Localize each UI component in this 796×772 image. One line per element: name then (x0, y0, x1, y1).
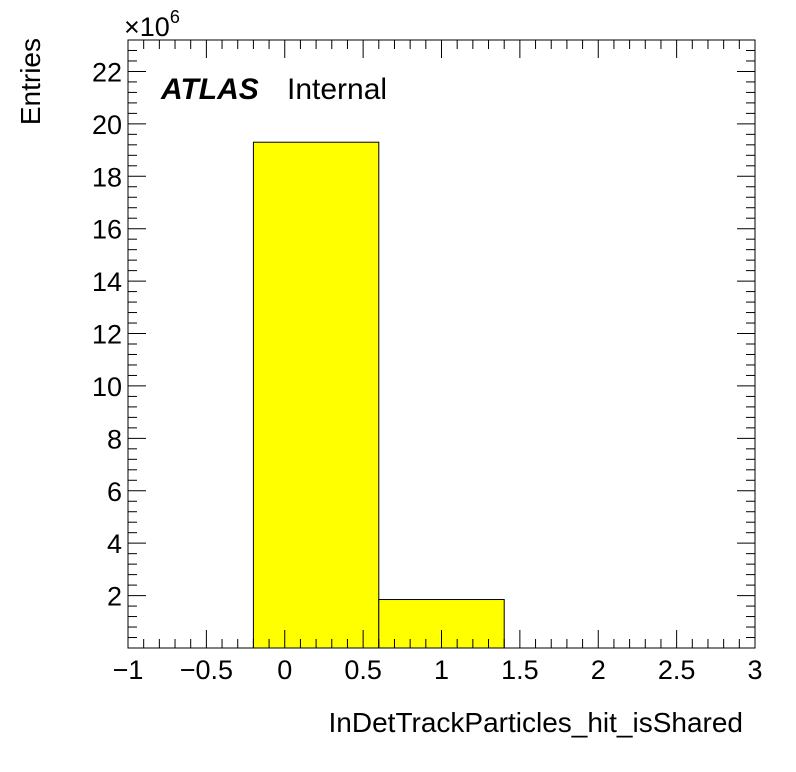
x-tick-label: 2 (591, 655, 606, 685)
y-tick-label: 22 (92, 57, 122, 87)
y-tick-label: 2 (107, 582, 122, 612)
x-tick-label: 3 (747, 655, 762, 685)
y-tick-label: 16 (92, 215, 122, 245)
y-axis-title: Entries (15, 38, 46, 125)
atlas-label: ATLAS (160, 73, 259, 106)
plot-frame (127, 39, 756, 649)
histogram-bars (252, 141, 505, 649)
x-tick-label: 0 (277, 655, 292, 685)
y-tick-label: 12 (92, 320, 122, 350)
histogram-bar-1 (252, 141, 380, 649)
x-tick-label: 1.5 (501, 655, 539, 685)
y-multiplier-base: ×10 (124, 12, 170, 42)
y-tick-label: 20 (92, 110, 122, 140)
y-tick-label: 4 (107, 529, 122, 559)
x-tick-label: −1 (113, 655, 144, 685)
y-tick-label: 6 (107, 477, 122, 507)
x-axis-title: InDetTrackParticles_hit_isShared (329, 707, 743, 738)
x-tick-labels: −1 −0.5 0 0.5 1 1.5 2 2.5 3 (113, 655, 763, 685)
x-tick-label: −0.5 (180, 655, 233, 685)
y-tick-labels: 2 4 6 8 10 12 14 16 18 20 22 (92, 57, 122, 611)
y-multiplier: ×106 (124, 7, 180, 42)
x-tick-label: 2.5 (658, 655, 696, 685)
y-tick-label: 14 (92, 267, 122, 297)
x-tick-label: 1 (434, 655, 449, 685)
internal-label: Internal (287, 73, 387, 106)
y-tick-label: 10 (92, 372, 122, 402)
x-tick-label: 0.5 (344, 655, 382, 685)
y-multiplier-exponent: 6 (170, 7, 180, 27)
y-tick-label: 18 (92, 162, 122, 192)
y-tick-label: 8 (107, 424, 122, 454)
